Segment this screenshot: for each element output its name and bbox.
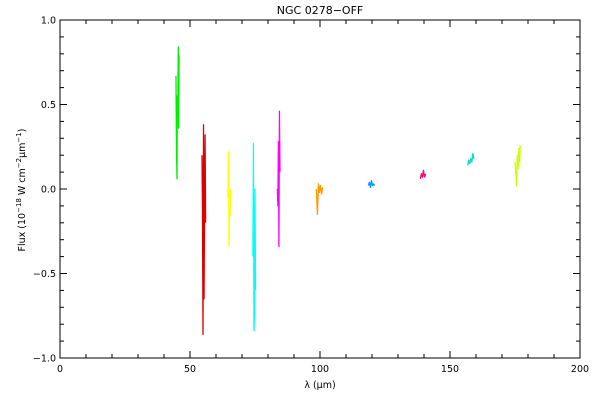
spectrum-segment-4 xyxy=(252,142,257,332)
spectrum-segment-3 xyxy=(227,151,232,248)
spectrum-segment-2 xyxy=(201,124,207,335)
spectrum-segment-6 xyxy=(315,183,324,216)
x-tick-label: 200 xyxy=(571,364,589,375)
spectrum-segment-9 xyxy=(467,152,475,166)
x-tick-label: 100 xyxy=(311,364,329,375)
spectrum-segment-5 xyxy=(276,110,281,248)
spectrum-segment-10 xyxy=(514,145,521,187)
spectrum-segment-7 xyxy=(367,179,376,188)
x-tick-label: 50 xyxy=(184,364,196,375)
spectrum-segment-8 xyxy=(419,169,427,179)
y-tick-label: 0.0 xyxy=(41,185,56,196)
y-tick-label: 0.5 xyxy=(41,100,56,111)
y-tick-label: 1.0 xyxy=(41,16,56,27)
y-tick-label: −0.5 xyxy=(33,269,56,280)
spectrum-segment-1 xyxy=(175,46,180,180)
x-axis-label: λ (μm) xyxy=(304,380,335,391)
x-tick-label: 0 xyxy=(57,364,63,375)
y-tick-label: −1.0 xyxy=(33,354,56,365)
chart-title: NGC 0278−OFF xyxy=(277,4,363,17)
x-tick-label: 150 xyxy=(441,364,459,375)
y-axis-label: Flux (10−18 W cm−2μm−1) xyxy=(15,129,28,252)
